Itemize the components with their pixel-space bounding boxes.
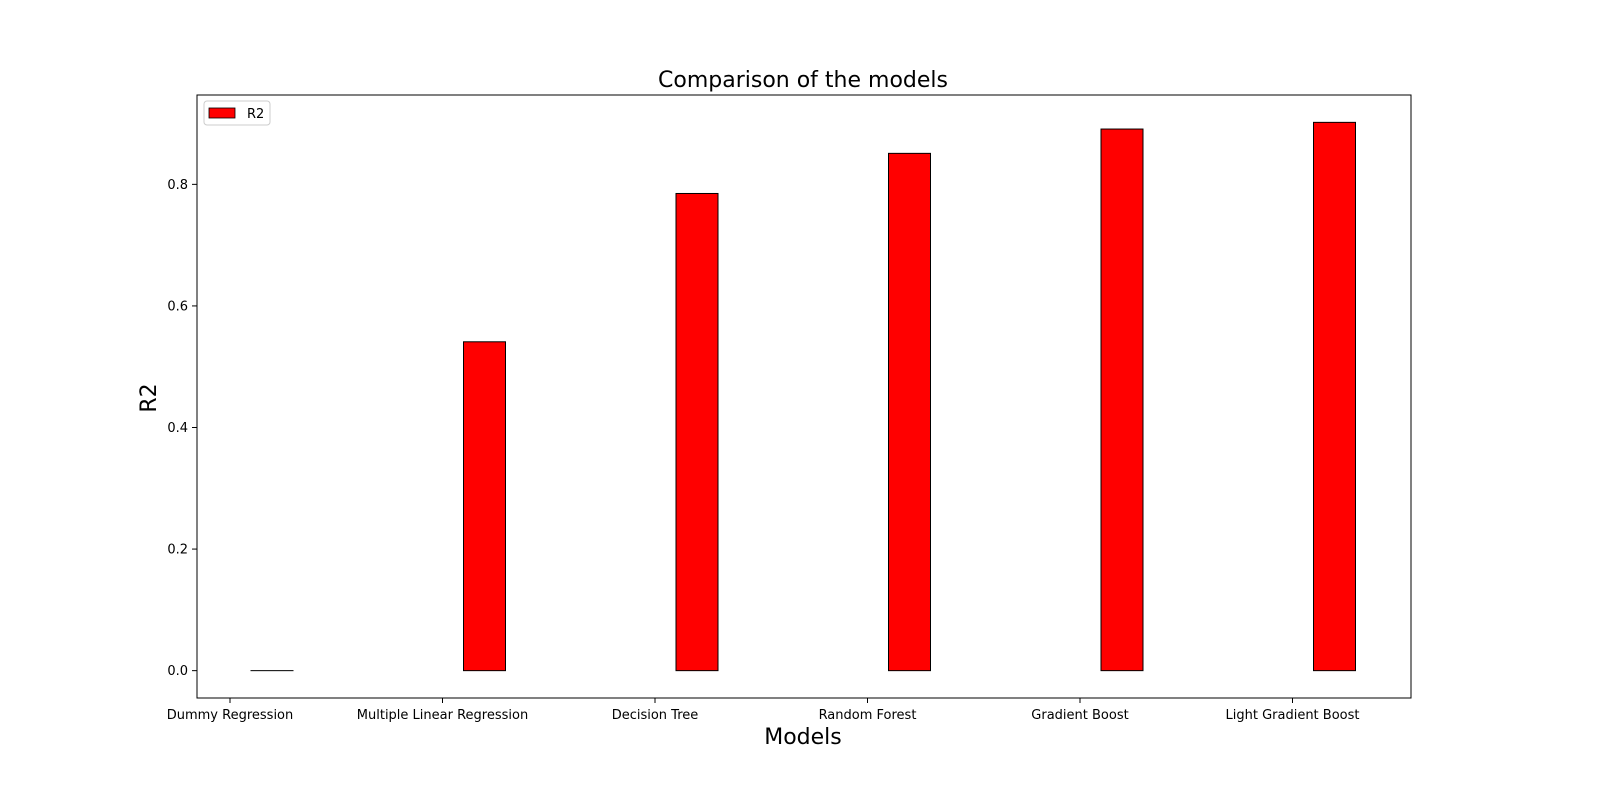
- y-tick-label: 0.2: [167, 543, 188, 558]
- y-tick-label: 0.6: [167, 299, 188, 314]
- y-tick-label: 0.0: [167, 664, 188, 679]
- x-axis: Dummy Regression Multiple Linear Regressi…: [167, 698, 1360, 723]
- x-tick-label: Dummy Regression: [167, 708, 294, 723]
- y-axis: 0.0 0.2 0.4 0.6 0.8: [167, 178, 197, 679]
- y-tick-label: 0.8: [167, 178, 188, 193]
- y-axis-title: R2: [137, 383, 162, 412]
- bar-4: [888, 152, 931, 672]
- x-tick-label: Light Gradient Boost: [1226, 708, 1360, 723]
- bar-5: [1100, 128, 1144, 672]
- bars: [250, 121, 1356, 672]
- plot-frame: [196, 94, 1412, 699]
- legend-label: R2: [247, 107, 264, 122]
- x-tick-label: Decision Tree: [612, 708, 699, 723]
- chart-title: Comparison of the models: [658, 68, 948, 93]
- x-axis-title: Models: [764, 725, 842, 750]
- x-tick-label: Random Forest: [819, 708, 917, 723]
- legend: R2: [203, 100, 271, 126]
- x-tick-label: Multiple Linear Regression: [357, 708, 528, 723]
- bar-3: [675, 192, 719, 672]
- x-tick-label: Gradient Boost: [1031, 708, 1128, 723]
- bar-2: [463, 341, 506, 672]
- legend-swatch: [208, 107, 236, 119]
- legend-box: [203, 100, 271, 126]
- y-tick-label: 0.4: [167, 421, 188, 436]
- bar-6: [1313, 121, 1356, 672]
